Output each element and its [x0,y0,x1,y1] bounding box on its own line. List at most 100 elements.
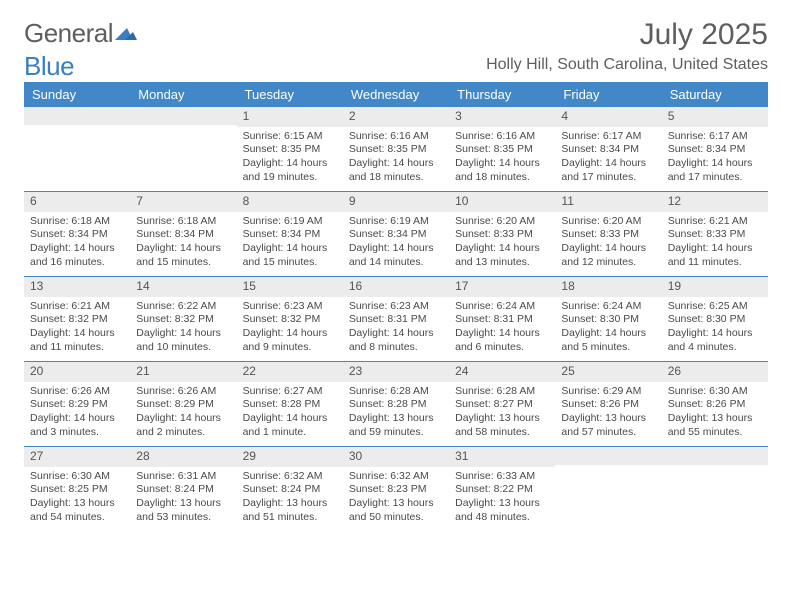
day-day2: and 15 minutes. [243,256,337,270]
day-sunset: Sunset: 8:28 PM [243,398,337,412]
day-number: 3 [449,107,555,127]
day-sunrise: Sunrise: 6:16 AM [455,130,549,144]
day-sunset: Sunset: 8:34 PM [243,228,337,242]
day-cell: 26Sunrise: 6:30 AMSunset: 8:26 PMDayligh… [662,362,768,446]
day-number: 23 [343,362,449,382]
day-day2: and 10 minutes. [136,341,230,355]
day-number: 22 [237,362,343,382]
day-cell: 5Sunrise: 6:17 AMSunset: 8:34 PMDaylight… [662,107,768,191]
day-day1: Daylight: 13 hours [30,497,124,511]
day-header-fri: Friday [555,82,661,107]
day-number: 5 [662,107,768,127]
day-sunrise: Sunrise: 6:31 AM [136,470,230,484]
day-number: 20 [24,362,130,382]
day-day1: Daylight: 13 hours [349,412,443,426]
day-day2: and 14 minutes. [349,256,443,270]
day-cell: 8Sunrise: 6:19 AMSunset: 8:34 PMDaylight… [237,192,343,276]
day-day2: and 8 minutes. [349,341,443,355]
day-sunrise: Sunrise: 6:23 AM [243,300,337,314]
day-number [130,107,236,125]
day-cell: 7Sunrise: 6:18 AMSunset: 8:34 PMDaylight… [130,192,236,276]
day-header-sun: Sunday [24,82,130,107]
day-cell: 27Sunrise: 6:30 AMSunset: 8:25 PMDayligh… [24,447,130,531]
day-sunrise: Sunrise: 6:16 AM [349,130,443,144]
day-sunset: Sunset: 8:26 PM [668,398,762,412]
day-day2: and 3 minutes. [30,426,124,440]
day-details: Sunrise: 6:27 AMSunset: 8:28 PMDaylight:… [237,382,343,446]
day-cell [662,447,768,531]
calendar-header-row: Sunday Monday Tuesday Wednesday Thursday… [24,82,768,107]
day-day1: Daylight: 14 hours [561,327,655,341]
day-day2: and 11 minutes. [668,256,762,270]
day-number: 10 [449,192,555,212]
day-details: Sunrise: 6:21 AMSunset: 8:33 PMDaylight:… [662,212,768,276]
day-cell: 16Sunrise: 6:23 AMSunset: 8:31 PMDayligh… [343,277,449,361]
logo: General [24,18,137,49]
day-day1: Daylight: 14 hours [243,412,337,426]
day-details: Sunrise: 6:16 AMSunset: 8:35 PMDaylight:… [343,127,449,191]
logo-line2: Blue [24,51,74,82]
day-sunrise: Sunrise: 6:28 AM [349,385,443,399]
day-sunrise: Sunrise: 6:22 AM [136,300,230,314]
day-day1: Daylight: 14 hours [668,327,762,341]
day-cell: 30Sunrise: 6:32 AMSunset: 8:23 PMDayligh… [343,447,449,531]
calendar-week: 1Sunrise: 6:15 AMSunset: 8:35 PMDaylight… [24,107,768,192]
logo-triangle-icon [115,26,137,42]
day-day1: Daylight: 14 hours [30,327,124,341]
day-number: 16 [343,277,449,297]
day-sunset: Sunset: 8:25 PM [30,483,124,497]
day-number [555,447,661,465]
day-number: 29 [237,447,343,467]
day-cell: 21Sunrise: 6:26 AMSunset: 8:29 PMDayligh… [130,362,236,446]
day-day2: and 55 minutes. [668,426,762,440]
day-cell: 1Sunrise: 6:15 AMSunset: 8:35 PMDaylight… [237,107,343,191]
day-number: 17 [449,277,555,297]
calendar-week: 20Sunrise: 6:26 AMSunset: 8:29 PMDayligh… [24,362,768,447]
day-cell: 11Sunrise: 6:20 AMSunset: 8:33 PMDayligh… [555,192,661,276]
day-sunset: Sunset: 8:27 PM [455,398,549,412]
day-sunrise: Sunrise: 6:25 AM [668,300,762,314]
day-day2: and 11 minutes. [30,341,124,355]
day-details: Sunrise: 6:32 AMSunset: 8:23 PMDaylight:… [343,467,449,531]
day-cell: 29Sunrise: 6:32 AMSunset: 8:24 PMDayligh… [237,447,343,531]
day-number: 19 [662,277,768,297]
day-details: Sunrise: 6:24 AMSunset: 8:30 PMDaylight:… [555,297,661,361]
day-number: 14 [130,277,236,297]
day-details: Sunrise: 6:20 AMSunset: 8:33 PMDaylight:… [449,212,555,276]
day-day2: and 17 minutes. [561,171,655,185]
day-details: Sunrise: 6:23 AMSunset: 8:31 PMDaylight:… [343,297,449,361]
day-day1: Daylight: 14 hours [30,412,124,426]
day-header-mon: Monday [130,82,236,107]
day-sunrise: Sunrise: 6:23 AM [349,300,443,314]
day-day1: Daylight: 14 hours [561,157,655,171]
day-details: Sunrise: 6:18 AMSunset: 8:34 PMDaylight:… [130,212,236,276]
day-number: 8 [237,192,343,212]
day-sunset: Sunset: 8:30 PM [561,313,655,327]
day-day2: and 9 minutes. [243,341,337,355]
day-details: Sunrise: 6:15 AMSunset: 8:35 PMDaylight:… [237,127,343,191]
day-sunset: Sunset: 8:32 PM [243,313,337,327]
day-day1: Daylight: 13 hours [668,412,762,426]
day-details: Sunrise: 6:23 AMSunset: 8:32 PMDaylight:… [237,297,343,361]
day-cell: 13Sunrise: 6:21 AMSunset: 8:32 PMDayligh… [24,277,130,361]
day-number: 21 [130,362,236,382]
day-number: 30 [343,447,449,467]
day-details: Sunrise: 6:18 AMSunset: 8:34 PMDaylight:… [24,212,130,276]
day-day1: Daylight: 13 hours [243,497,337,511]
day-details: Sunrise: 6:16 AMSunset: 8:35 PMDaylight:… [449,127,555,191]
day-sunset: Sunset: 8:24 PM [243,483,337,497]
day-day2: and 17 minutes. [668,171,762,185]
calendar-week: 13Sunrise: 6:21 AMSunset: 8:32 PMDayligh… [24,277,768,362]
day-number: 2 [343,107,449,127]
day-day2: and 53 minutes. [136,511,230,525]
day-cell: 15Sunrise: 6:23 AMSunset: 8:32 PMDayligh… [237,277,343,361]
day-day1: Daylight: 14 hours [30,242,124,256]
day-sunrise: Sunrise: 6:32 AM [349,470,443,484]
day-day2: and 13 minutes. [455,256,549,270]
day-day1: Daylight: 14 hours [349,157,443,171]
day-details: Sunrise: 6:19 AMSunset: 8:34 PMDaylight:… [343,212,449,276]
day-day1: Daylight: 14 hours [668,242,762,256]
location-text: Holly Hill, South Carolina, United State… [486,56,768,74]
day-day1: Daylight: 13 hours [561,412,655,426]
day-sunrise: Sunrise: 6:17 AM [668,130,762,144]
